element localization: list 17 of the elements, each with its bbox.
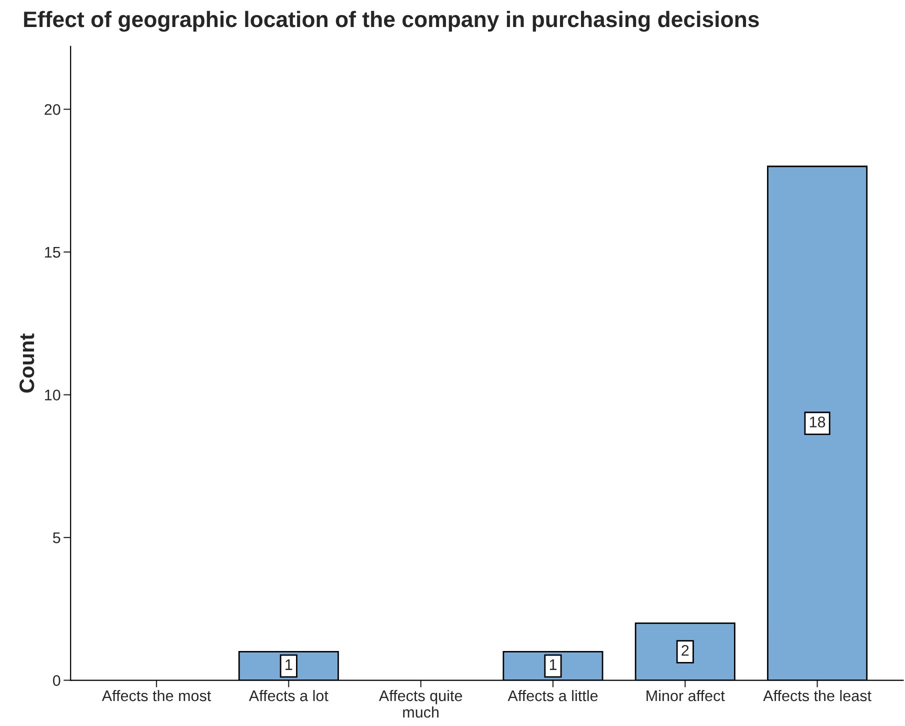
y-tick-label: 0 — [52, 675, 60, 686]
data-label: 1 — [286, 659, 292, 670]
y-tick-label: 20 — [44, 104, 60, 115]
y-tick-label: 10 — [45, 390, 60, 400]
x-tick-label: Affects the most — [102, 690, 212, 702]
data-label: 2 — [682, 644, 689, 656]
y-axis-title: Count — [19, 334, 34, 393]
x-tick-label: Minor affect — [646, 690, 725, 702]
y-tick-label: 5 — [52, 532, 60, 544]
x-tick-label: Affects a lot — [248, 690, 328, 702]
x-tick-label: Affects a little — [508, 690, 598, 702]
data-label: 1 — [550, 659, 556, 670]
y-tick-label: 15 — [45, 247, 60, 258]
x-tick-label: Affects the least — [763, 690, 872, 702]
chart-title: Effect of geographic location of the company in purchasing decisions — [24, 10, 759, 32]
x-tick-label: Affects quite much — [378, 690, 462, 718]
data-label: 18 — [810, 416, 826, 428]
